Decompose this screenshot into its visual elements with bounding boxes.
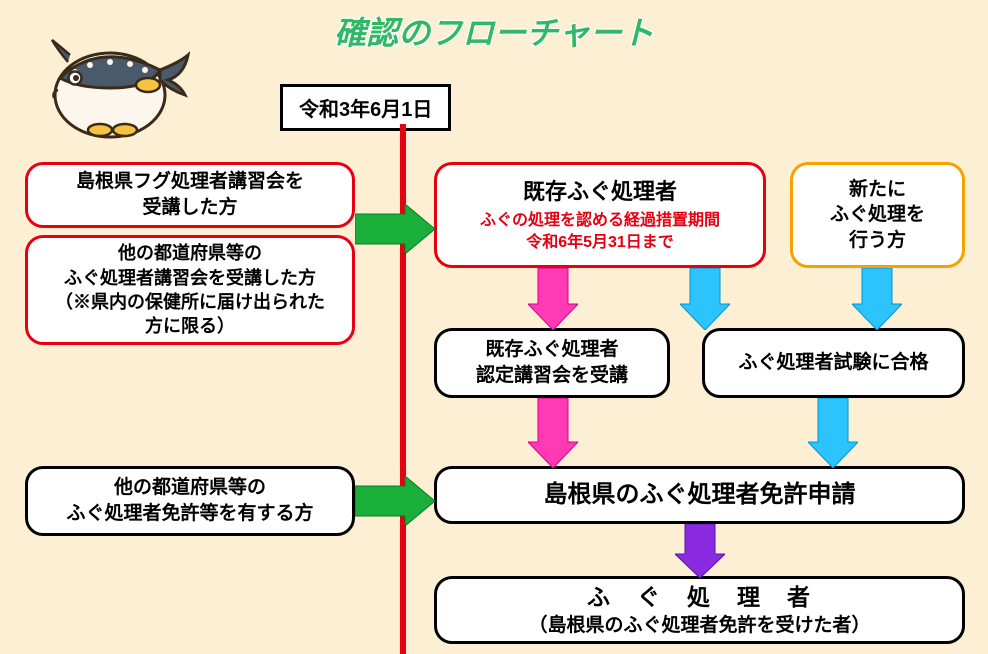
box-other-pref-course: 他の都道府県等の ふぐ処理者講習会を受講した方 （※県内の保健所に届け出られた … xyxy=(25,235,355,345)
arrow-purple xyxy=(675,524,725,578)
title: 既存ふぐ処理者 xyxy=(523,177,677,207)
box-new-handler: 新たに ふぐ処理を 行う方 xyxy=(790,162,965,268)
subtext: ふぐの処理を認める経過措置期間 令和6年5月31日まで xyxy=(480,210,720,253)
text: 他の都道府県等の ふぐ処理者講習会を受講した方 （※県内の保健所に届け出られた … xyxy=(55,241,325,338)
text: 島根県のふぐ処理者免許申請 xyxy=(544,479,856,511)
text: 既存ふぐ処理者 認定講習会を受講 xyxy=(476,337,628,388)
arrow-cyan-2 xyxy=(808,398,858,468)
date-box: 令和3年6月1日 xyxy=(280,84,451,131)
title: ふ ぐ 処 理 者 xyxy=(587,582,812,613)
box-license-apply: 島根県のふぐ処理者免許申請 xyxy=(434,466,965,524)
text: ふぐ処理者試験に合格 xyxy=(738,350,928,376)
box-existing-handler: 既存ふぐ処理者 ふぐの処理を認める経過措置期間 令和6年5月31日まで xyxy=(434,162,766,268)
box-shimane-course: 島根県フグ処理者講習会を 受講した方 xyxy=(25,162,355,228)
page-title: 確認のフローチャート xyxy=(334,8,654,54)
box-cert-course: 既存ふぐ処理者 認定講習会を受講 xyxy=(434,328,670,398)
box-licensed-handler: ふ ぐ 処 理 者 （島根県のふぐ処理者免許を受けた者） xyxy=(434,576,965,644)
text: 島根県フグ処理者講習会を 受講した方 xyxy=(76,169,304,220)
arrow-cyan-1a xyxy=(680,268,730,330)
subtext: （島根県のふぐ処理者免許を受けた者） xyxy=(528,613,870,639)
arrow-cyan-1b xyxy=(852,268,902,330)
arrow-green-bottom xyxy=(355,476,435,526)
fugu-illustration xyxy=(40,30,190,140)
arrow-magenta-2 xyxy=(528,398,578,468)
box-other-pref-license: 他の都道府県等の ふぐ処理者免許等を有する方 xyxy=(25,466,355,536)
text: 他の都道府県等の ふぐ処理者免許等を有する方 xyxy=(66,475,313,526)
arrow-magenta-1 xyxy=(528,268,578,330)
text: 新たに ふぐ処理を 行う方 xyxy=(830,177,925,254)
box-exam-pass: ふぐ処理者試験に合格 xyxy=(702,328,965,398)
arrow-green-top xyxy=(355,204,435,254)
